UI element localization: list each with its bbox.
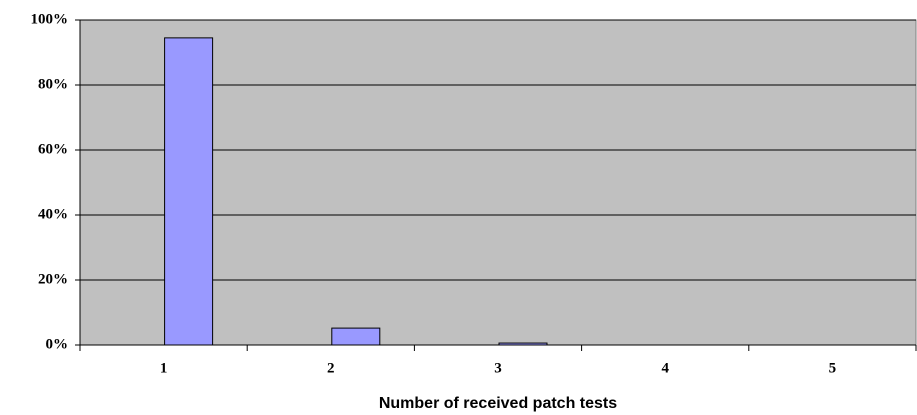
x-tick-label: 2 <box>327 360 335 376</box>
bar <box>164 37 214 346</box>
x-axis-title: Number of received patch tests <box>379 395 617 412</box>
y-tick-label: 80% <box>38 76 68 92</box>
y-tick-label: 60% <box>38 141 68 157</box>
bar <box>498 342 548 346</box>
y-tick-label: 0% <box>46 336 69 352</box>
x-tick-label: 5 <box>829 360 837 376</box>
y-tick-label: 40% <box>38 206 68 222</box>
x-tick-label: 3 <box>494 360 502 376</box>
x-tick-label: 1 <box>160 360 168 376</box>
bar <box>331 327 381 346</box>
y-tick-label: 100% <box>31 11 69 27</box>
x-tick-label: 4 <box>661 360 669 376</box>
plot-area <box>79 19 917 346</box>
y-tick-label: 20% <box>38 271 68 287</box>
